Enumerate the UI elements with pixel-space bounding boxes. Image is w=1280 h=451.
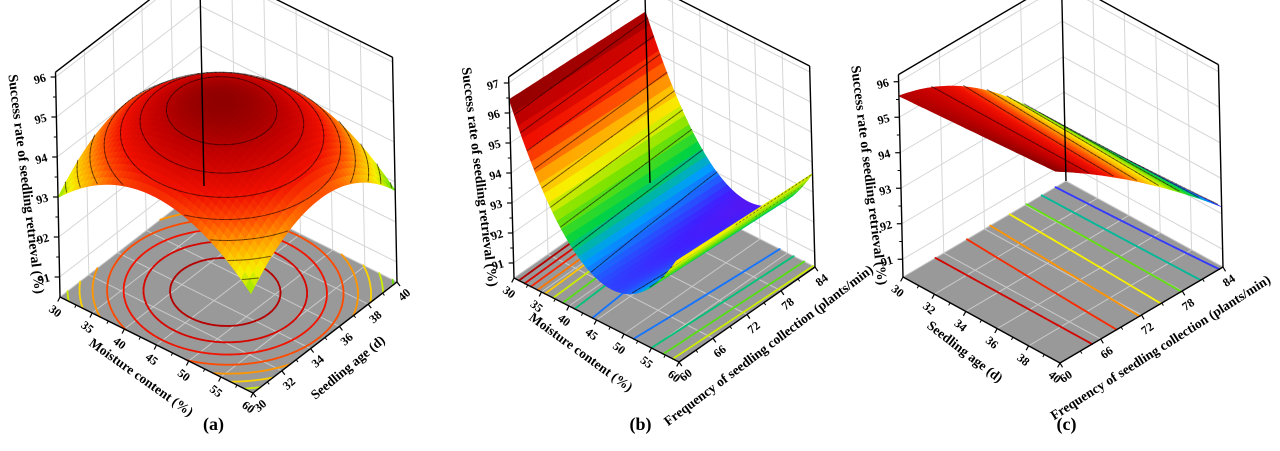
svg-text:91: 91 (36, 270, 51, 287)
svg-text:50: 50 (175, 366, 193, 384)
surface-canvas-b: 91929394959697303540455055606066727884Mo… (458, 0, 876, 429)
svg-text:35: 35 (78, 318, 96, 336)
svg-text:92: 92 (35, 230, 50, 247)
panel-caption-b: (b) (629, 414, 652, 434)
svg-text:93: 93 (34, 190, 49, 207)
panel-caption-a: (a) (203, 414, 224, 434)
svg-text:45: 45 (143, 350, 161, 368)
svg-text:34: 34 (309, 352, 327, 370)
svg-text:94: 94 (34, 150, 49, 167)
svg-text:30: 30 (46, 302, 64, 320)
svg-text:38: 38 (366, 308, 384, 326)
svg-text:96: 96 (32, 70, 47, 87)
surface-panel-a: 91 92 93 94 95 96 30 35 40 45 50 55 60 30 32 34 36 38 40 Mo… (0, 0, 427, 451)
svg-text:36: 36 (337, 330, 355, 348)
panel-caption-c: (c) (1056, 414, 1077, 434)
svg-text:32: 32 (280, 374, 298, 392)
surface-panel-b: 91 92 93 94 95 96 97 30 35 40 45 50 55 60 60 66 72 78 84 Mo… (427, 0, 876, 451)
svg-text:95: 95 (33, 110, 48, 127)
svg-text:40: 40 (395, 285, 413, 303)
surface-canvas-c: 9192939495963032343638406066727884Seedli… (847, 0, 1273, 423)
svg-text:55: 55 (207, 382, 225, 400)
svg-text:Success rate of seedling retri: Success rate of seedling retrieval (%) (4, 74, 46, 295)
svg-text:30: 30 (251, 396, 269, 414)
surface-canvas-a: 91929394959630354045505560303234363840Mo… (4, 0, 413, 419)
surface-panel-c: 91 92 93 94 95 96 30 32 34 36 38 40 60 66 72 78 84 Seedli… (847, 0, 1280, 451)
